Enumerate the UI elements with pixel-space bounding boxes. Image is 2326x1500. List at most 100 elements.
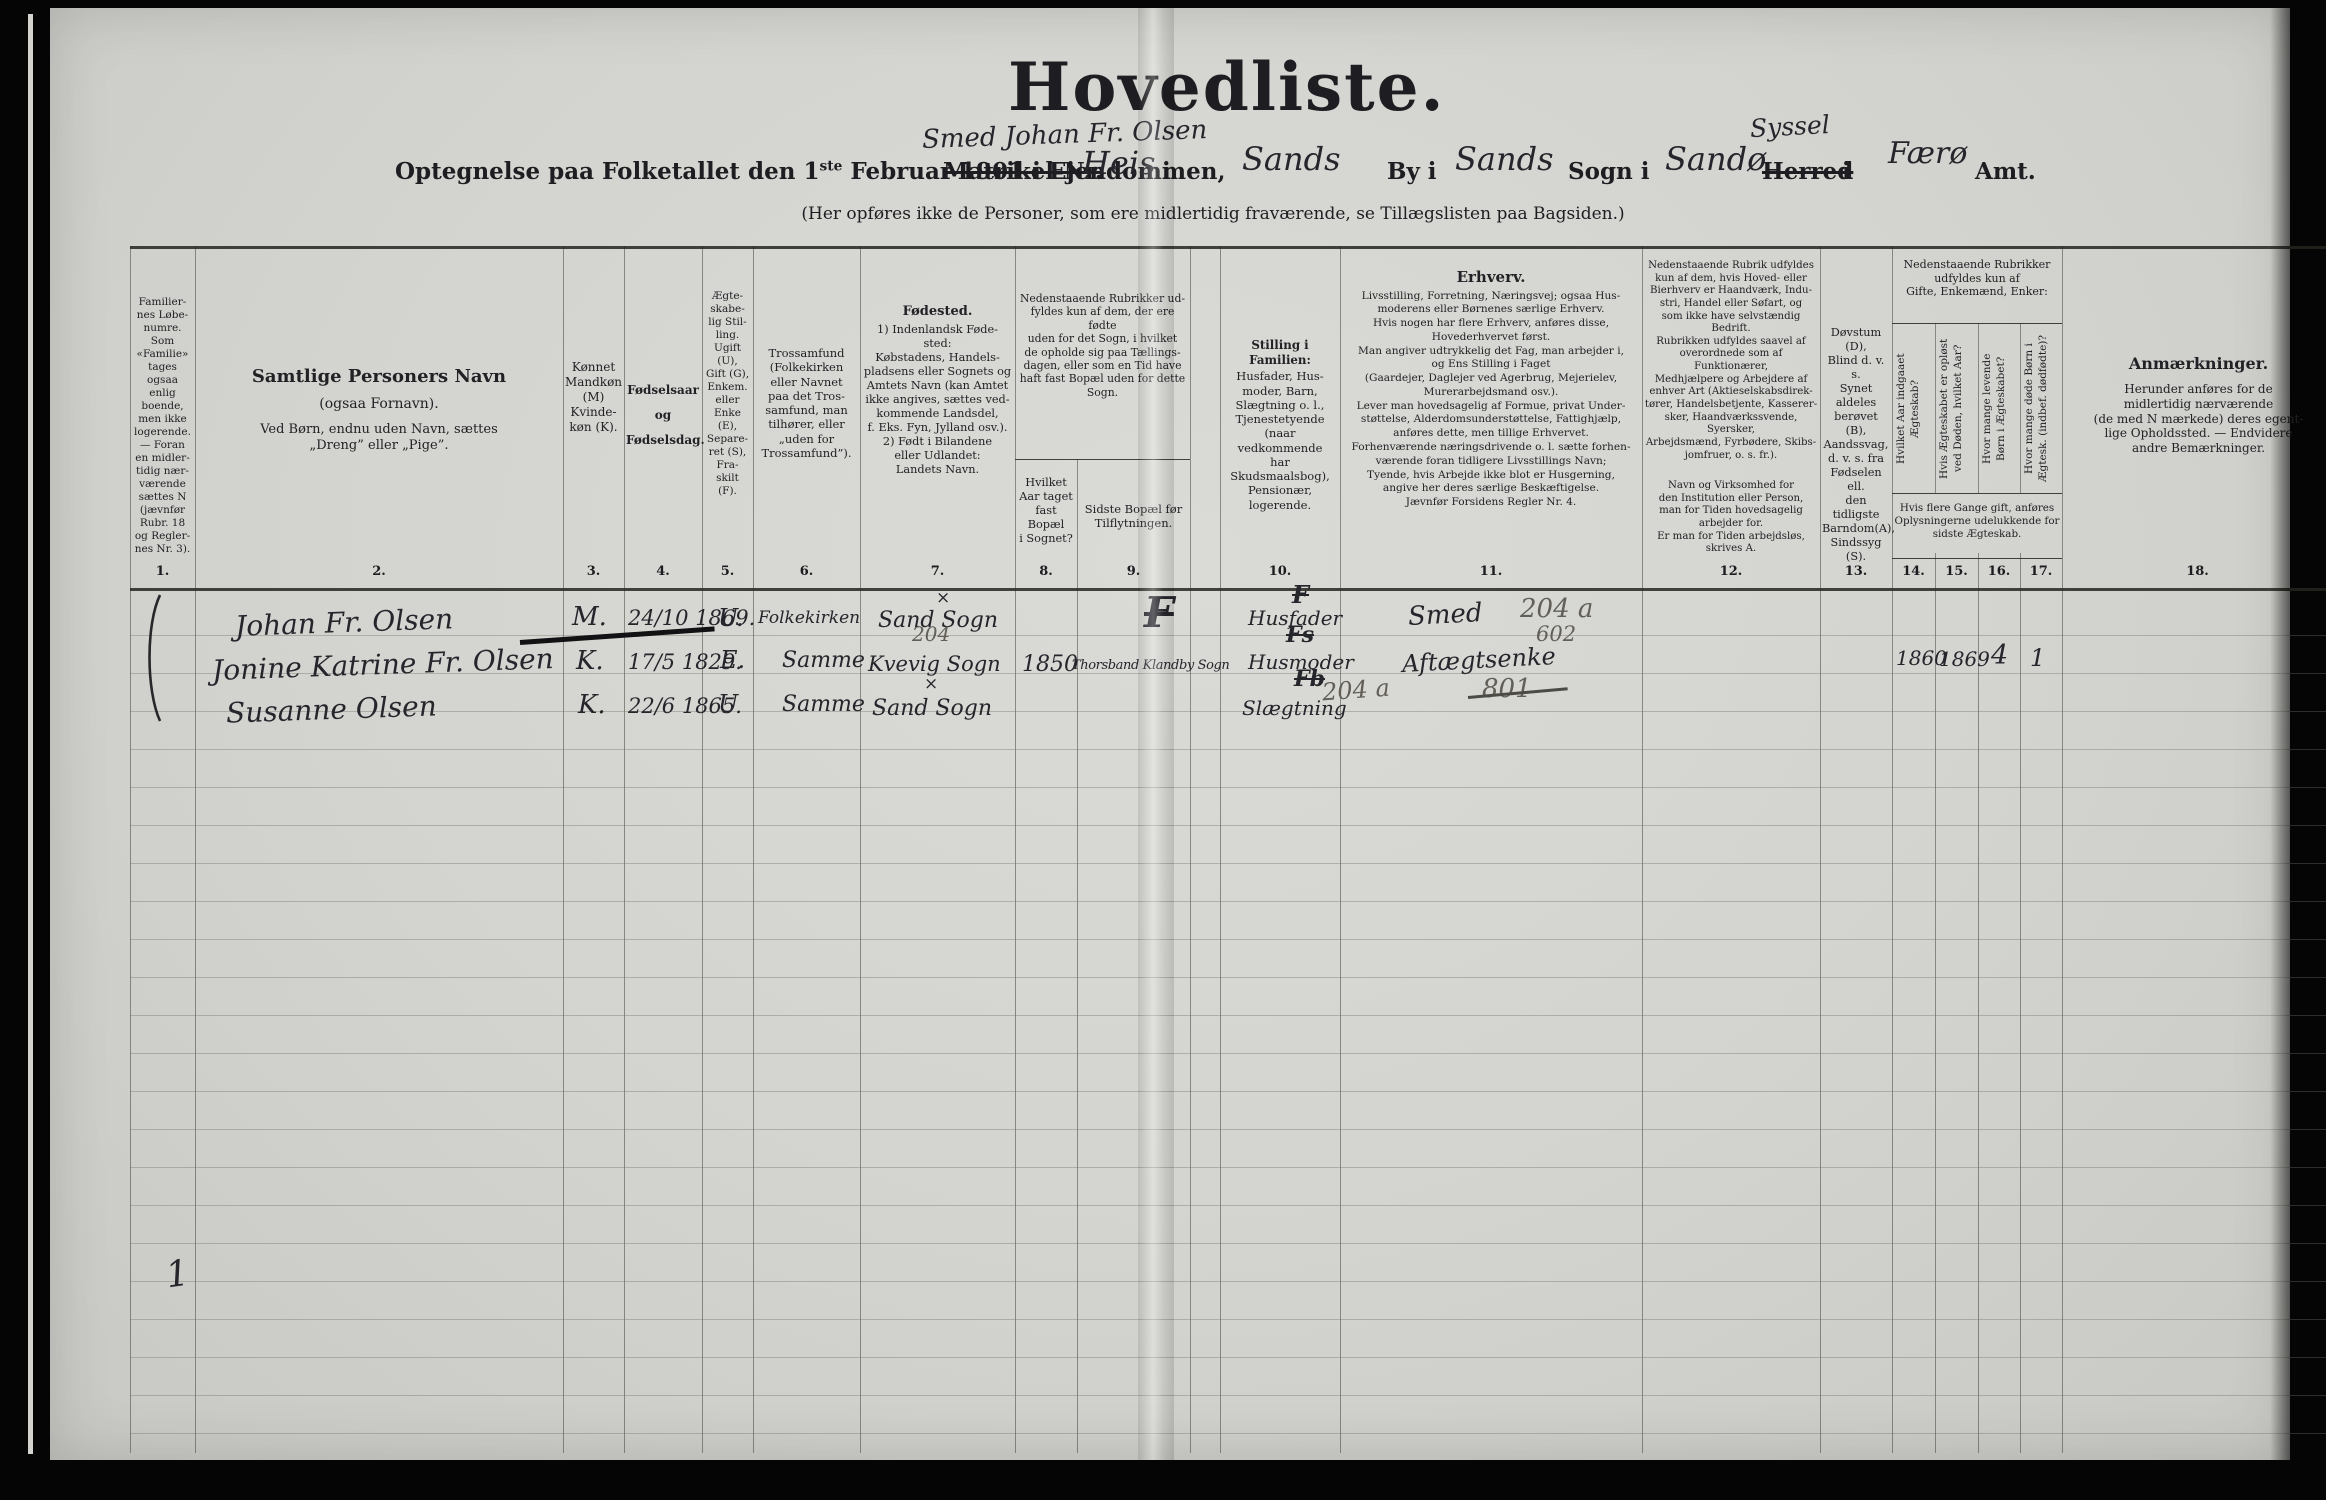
colnum-14: 14. [1902, 564, 1925, 579]
colnum-9: 9. [1126, 564, 1141, 579]
row3-occupation-struck: 801 [1482, 674, 1532, 704]
label-i-1: i [1162, 158, 1171, 185]
row2-faith: Samme [782, 648, 865, 673]
grid-vline [195, 246, 196, 1453]
row1-birthplace-check: × [936, 588, 951, 608]
row3-position-tally: Fb [1294, 666, 1326, 692]
col11-text: Livsstilling, Forretning, Næringsvej; og… [1351, 289, 1631, 509]
page-fold-shadow [1138, 8, 1174, 1460]
grid-vline [1820, 246, 1821, 1453]
large-tally-mark: F [1144, 588, 1174, 637]
grid-vline [1015, 246, 1016, 1453]
colnum-2: 2. [372, 564, 386, 579]
col2-header: Samtlige Personers Navn (ogsaa Fornavn).… [200, 366, 558, 454]
row2-position: Husmoder [1248, 650, 1354, 674]
row3-birthdate: 22/6 1865. [628, 694, 742, 718]
grid-vline [1190, 246, 1191, 1453]
col9-header: Sidste Bopæl før Tilflytningen. [1084, 502, 1182, 531]
right-edge-shadow [2270, 8, 2290, 1460]
colnum-8: 8. [1039, 564, 1053, 579]
colnum-6: 6. [799, 564, 814, 579]
col15-header: Hvis Ægteskabet er opløst ved Døden, hvi… [1938, 338, 1965, 479]
grid-vline [1340, 246, 1341, 1453]
col1-header: Familier- nes Løbe- numre. Som «Familie»… [134, 296, 191, 556]
col11-title: Erhverv. [1456, 268, 1526, 286]
row2-dissolved-year: 1869 [1939, 647, 1990, 671]
colnum-4: 4. [656, 564, 670, 579]
intro-superscript: ste [819, 158, 843, 175]
grid-hline [1892, 323, 2062, 324]
row1-occupation: Smed [1407, 598, 1484, 632]
col16-header: Hvor mange levende Børn i Ægteskabet? [1981, 353, 2008, 464]
col2-note: Ved Børn, endnu uden Navn, sættes „Dreng… [260, 421, 498, 453]
colnum-12: 12. [1719, 564, 1743, 579]
grid-vline [1077, 459, 1078, 1453]
col2-sub: (ogsaa Fornavn). [319, 396, 439, 413]
colnum-15: 15. [1945, 564, 1968, 579]
col6-header: Trossamfund (Folkekirken eller Navnet pa… [761, 346, 852, 460]
col5-header: Ægte- skabe- lig Stil- ling. Ugift (U), … [705, 290, 750, 498]
row1-sex: M. [572, 602, 607, 632]
row2-birthplace: Kvevig Sogn [868, 652, 1001, 676]
row2-settled-year: 1850 [1022, 652, 1078, 677]
handwritten-amt: Færø [1888, 136, 1968, 171]
row2-pencil-code: 602 [1536, 622, 1577, 646]
label-sogn-i: Sogn i [1568, 158, 1650, 185]
colnum-17: 17. [2029, 564, 2053, 579]
row3-pencil-code: 204 a [1321, 673, 1391, 707]
col12-header-part1: Nedenstaaende Rubrik udfyldes kun af dem… [1644, 260, 1818, 461]
col14-17-group-header: Nedenstaaende Rubrikker udfyldes kun af … [1903, 258, 2051, 299]
col7-header: Fødested. 1) Indenlandsk Føde- sted: Køb… [862, 304, 1013, 477]
colnum-3: 3. [586, 564, 601, 579]
col3-header: Kønnet Mandkøn (M) Kvinde- køn (K). [564, 360, 623, 434]
col8-header: Hvilket Aar taget fast Bopæl i Sognet? [1019, 476, 1073, 545]
grid-vline [563, 246, 564, 1453]
col2-title: Samtlige Personers Navn [251, 366, 507, 387]
row1-pencil-code: 204 a [1520, 594, 1594, 624]
row2-marriage-year: 1860 [1896, 646, 1947, 670]
grid-vline [860, 246, 861, 1453]
colnum-13: 13. [1844, 564, 1868, 579]
handwritten-herred: Sandø [1665, 140, 1767, 178]
row1-position: Husfader [1248, 606, 1343, 630]
grid-vline [1978, 553, 1979, 1453]
grid-vline [2062, 246, 2063, 1453]
grid-vline [1935, 323, 1936, 493]
grid-vline [1642, 246, 1643, 1453]
grid-vline [1220, 246, 1221, 1453]
row2-sex: K. [576, 646, 604, 676]
colnum-7: 7. [930, 564, 945, 579]
col7-text: 1) Indenlandsk Føde- sted: Købstadens, H… [863, 323, 1012, 477]
colnum-16: 16. [1987, 564, 2011, 579]
col10-text: Husfader, Hus- moder, Barn, Slægtning o.… [1230, 369, 1330, 512]
row3-sex: K. [578, 690, 606, 720]
grid-hline [1892, 558, 2062, 559]
grid-vline [624, 246, 625, 1453]
handwritten-sogn: Sands [1455, 140, 1554, 178]
colnum-11: 11. [1479, 564, 1503, 579]
colnum-18: 18. [2186, 564, 2209, 579]
row2-marital: E. [720, 646, 746, 674]
col18-title: Anmærkninger. [2128, 354, 2269, 373]
scan-edge-artifact [28, 14, 33, 1454]
col14-17-group-footer: Hvis flere Gange gift, anføres Oplysning… [1894, 502, 2060, 540]
grid-hline [1015, 459, 1190, 460]
intro-part1: Optegnelse paa Folketallet den 1 [395, 158, 820, 185]
grid-vline [130, 246, 131, 1453]
col17-header: Hvor mange døde Børn i Ægtesk. (indbef. … [2023, 335, 2050, 483]
grid-vline [702, 246, 703, 1453]
col10-title: Stilling i Familien: [1249, 338, 1311, 367]
grid-hline [130, 246, 2326, 249]
grid-vline [2020, 323, 2021, 493]
matrikel-label-struck: Matrikel-Nr. [943, 158, 1103, 185]
grid-hline [130, 588, 2326, 591]
col14-header: Hvilket Aar indgaaet Ægteskab? [1895, 353, 1922, 464]
row3-birthplace-check: × [924, 674, 939, 694]
col11-header: Erhverv. Livsstilling, Forretning, Nærin… [1342, 268, 1640, 510]
grid-vline [1892, 246, 1893, 1453]
row1-birthplace: Sand Sogn [878, 608, 999, 633]
col12-header-part2: Navn og Virksomhed for den Institution e… [1657, 480, 1805, 555]
grid-vline [753, 246, 754, 1453]
paper-sheet: Hovedliste. Smed Johan Fr. Olsen Optegne… [50, 8, 2326, 1460]
